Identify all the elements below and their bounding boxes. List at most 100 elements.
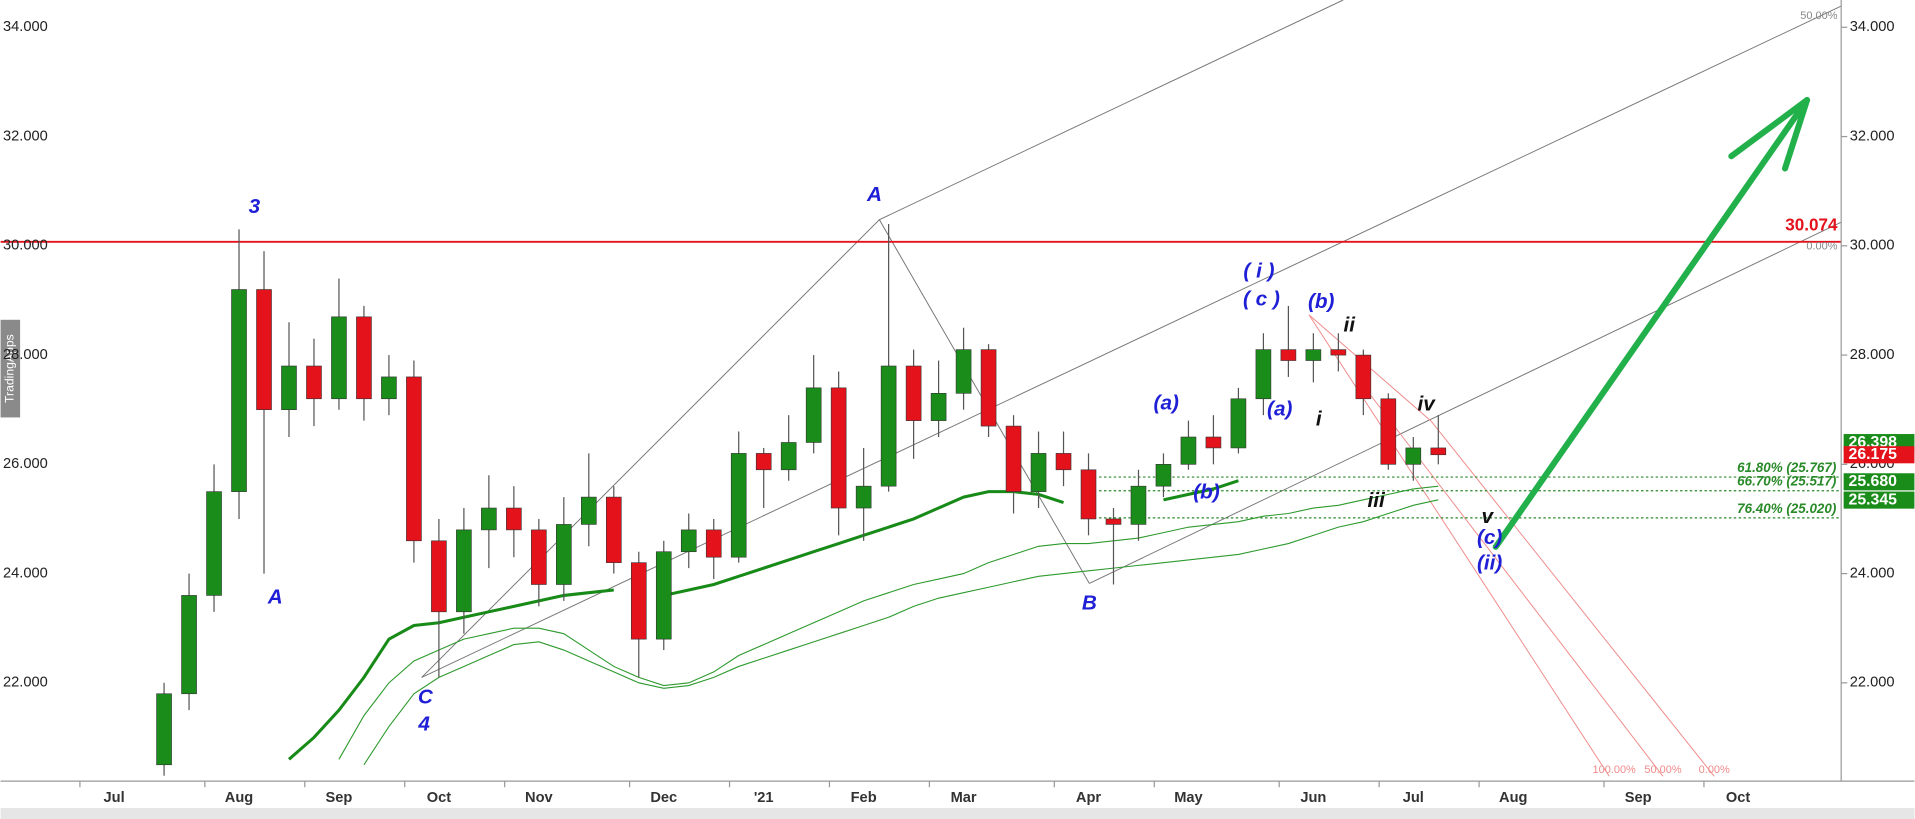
candle-body [1155,464,1172,487]
candle-body [1280,349,1297,361]
price-label: 25.345 [1849,491,1898,508]
y-tick-label: 34.000 [1850,19,1895,35]
candle-body [406,376,422,542]
x-tick-label: May [1174,790,1203,806]
candle-body [181,595,197,695]
price-box [1843,491,1915,509]
candle-body [880,365,897,487]
wave-label: iv [1418,393,1437,416]
candle-body [780,442,797,471]
pitchfork-label: 100.00% [1593,764,1637,776]
candle-body [1305,349,1322,361]
y-tick-label: 28.000 [1850,347,1895,363]
wave-label: ( c ) [1243,288,1280,311]
candle-body [431,540,447,613]
candle-body [655,551,672,640]
x-tick-label: Jul [1403,790,1424,806]
wave-label: (c) [1477,526,1502,549]
wave-label: (b) [1193,481,1220,504]
y-tick-label: 26.000 [3,456,48,472]
candle-body [1405,447,1422,465]
candle-body [231,289,247,492]
fib-label: 61.80% (25.767) [1737,460,1837,475]
candle-body [830,387,847,509]
candle-body [1330,349,1347,356]
candle-body [1130,485,1147,525]
candle-body [306,365,322,400]
y-tick-label: 24.000 [3,565,48,581]
candle-body [1105,518,1122,525]
candle-body [1230,398,1247,449]
candle-body [1180,436,1197,465]
y-tick-label: 32.000 [3,128,48,144]
price-label: 26.175 [1849,446,1898,463]
candle-body [630,562,647,640]
candle-body [206,491,222,596]
wave-label: (a) [1267,398,1292,421]
arrow-head [1781,97,1811,172]
candle-body [1205,436,1222,449]
wave-label: (ii) [1477,551,1502,574]
candle-body [1005,425,1022,492]
wave-label: (b) [1308,290,1335,313]
x-tick-label: Aug [1499,790,1527,806]
candle-body [680,529,697,553]
pitchfork-line [1430,420,1715,777]
candle-body [481,507,497,531]
candle-body [1430,447,1447,456]
x-tick-label: Feb [851,790,877,806]
candle-body [955,349,972,394]
candle-body [730,453,747,558]
pitchfork-label: 50.00% [1644,764,1681,776]
moving-average [287,588,614,761]
candle-body [381,376,397,400]
channel-line [1089,221,1842,584]
candle-body [980,349,997,427]
wave-label: iii [1368,489,1387,512]
y-tick-label: 30.000 [3,238,48,254]
resistance-label: 30.074 [1785,215,1838,234]
candle-body [331,316,347,400]
pitchfork-label: 0.00% [1699,764,1730,776]
candle-body [506,507,522,531]
x-tick-label: Apr [1076,790,1101,806]
wave-label: 3 [249,195,261,218]
right-axis-panel [1841,0,1915,782]
wave-label: C [418,686,434,709]
candle-body [156,693,172,766]
x-tick-label: Oct [1726,790,1751,806]
plot-layer [0,0,1842,777]
candle-body [1380,398,1397,465]
wave-label: 4 [417,713,430,736]
candle-body [1255,349,1272,400]
x-tick-label: Sep [1625,790,1652,806]
x-tick-label: Oct [427,790,452,806]
wave-label: A [267,586,283,609]
y-tick-label: 22.000 [3,675,48,691]
y-tick-label: 32.000 [1850,128,1895,144]
moving-average [363,499,1439,766]
x-tick-label: Nov [525,790,553,806]
candle-body [281,365,297,411]
candle-body [1030,453,1047,492]
y-tick-label: 30.000 [1850,238,1895,254]
x-tick-label: Jul [104,790,125,806]
x-tick-label: Aug [225,790,253,806]
candle-body [1355,354,1372,400]
wave-label: (a) [1154,391,1179,414]
candle-body [930,393,947,421]
candle-body [456,529,472,613]
candle-body [531,529,547,585]
fib-label: 66.70% (25.517) [1737,474,1837,489]
scrollbar [0,808,1915,819]
wave-label: v [1481,505,1494,528]
watermark: TradingApps [3,334,17,403]
watermark-bg [0,319,21,418]
wave-label: ii [1344,313,1357,336]
candle-body [605,496,622,563]
x-tick-label: '21 [754,790,774,806]
candle-body [905,365,922,421]
